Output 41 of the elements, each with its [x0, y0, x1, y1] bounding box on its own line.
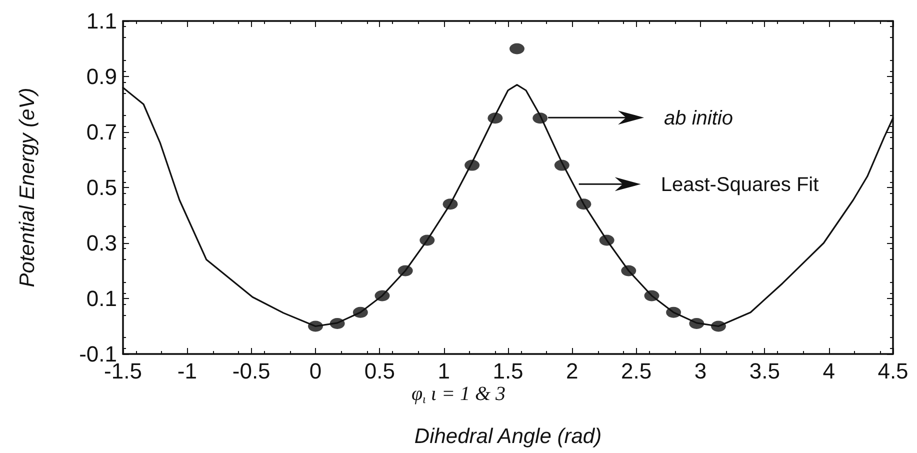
x-tick-label: 4.5 — [878, 358, 908, 384]
point — [352, 306, 368, 318]
x-tick-label: 3 — [694, 358, 707, 384]
point — [599, 234, 614, 246]
point — [488, 112, 503, 124]
annotation: ab initio — [664, 108, 733, 130]
x-tick-label: 4 — [822, 358, 835, 384]
point — [689, 318, 704, 329]
x-tick-label: 1 — [438, 358, 450, 384]
y-tick-label: 0.3 — [86, 230, 117, 256]
point — [621, 265, 636, 276]
y-tick-label: 0.7 — [86, 120, 117, 144]
point — [464, 160, 480, 171]
annotation: Least-Squares Fit — [660, 174, 820, 196]
x-tick-label: -1 — [177, 358, 197, 384]
point — [710, 320, 726, 332]
point — [510, 43, 524, 54]
point — [576, 198, 592, 210]
y-tick-label: 0.9 — [86, 64, 117, 89]
x-tick-label: 2.5 — [621, 358, 652, 384]
point — [420, 234, 435, 246]
point — [554, 160, 570, 171]
y-axis-title: Potential Energy (eV) — [16, 88, 39, 288]
x-tick-label: 3.5 — [749, 358, 780, 384]
point — [308, 320, 323, 332]
y-tick-label: 1.1 — [86, 8, 117, 34]
point — [532, 112, 548, 124]
x-tick-label: 0.5 — [364, 358, 395, 384]
x-tick-label: 0 — [309, 358, 322, 384]
point — [666, 306, 682, 318]
x-tick-label: -0.5 — [232, 358, 270, 384]
point — [398, 265, 413, 276]
point — [442, 198, 458, 210]
x-axis-title: Dihedral Angle (rad) — [414, 425, 602, 448]
x-tick-label: 2 — [566, 358, 578, 384]
x-tick-label: 1.5 — [492, 358, 524, 384]
point — [644, 290, 660, 302]
point — [330, 318, 345, 329]
y-tick-label: 0.5 — [86, 175, 117, 200]
point — [374, 290, 390, 302]
y-tick-label: 0.1 — [86, 286, 117, 311]
